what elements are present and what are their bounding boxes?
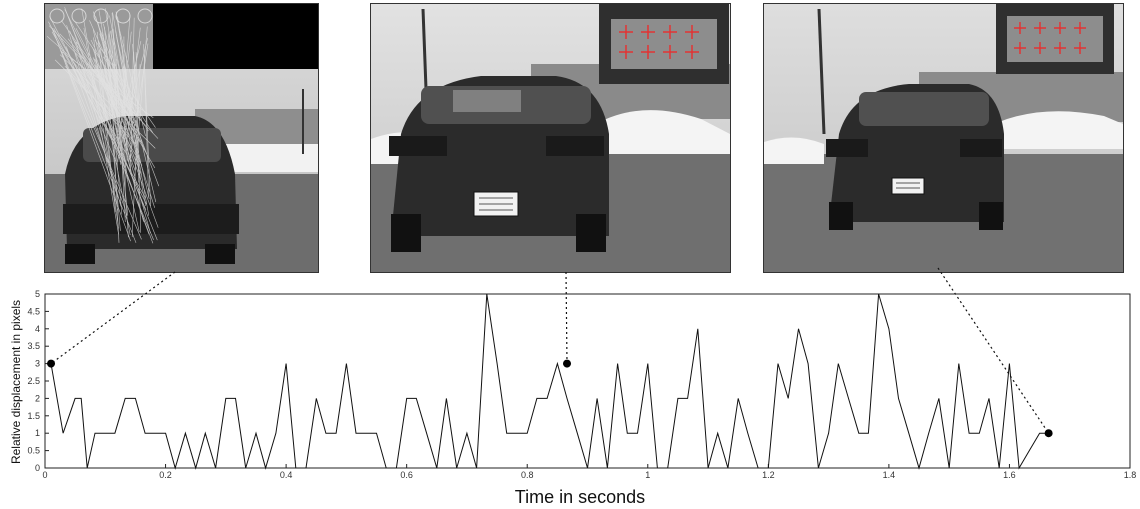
tracking-markers xyxy=(619,25,699,59)
y-tick-label: 3.5 xyxy=(27,341,40,351)
y-tick-label: 2.5 xyxy=(27,376,40,386)
x-tick-label: 0 xyxy=(42,470,47,480)
x-tick-label: 1 xyxy=(645,470,650,480)
highlighted-point xyxy=(563,359,572,368)
x-tick-label: 0.6 xyxy=(400,470,413,480)
y-tick-label: 4.5 xyxy=(27,306,40,316)
y-tick-label: 1 xyxy=(35,428,40,438)
y-tick-label: 2 xyxy=(35,393,40,403)
series-line xyxy=(50,293,1049,470)
frame-3-scene xyxy=(764,4,1123,272)
x-tick-label: 0.8 xyxy=(521,470,534,480)
y-tick-label: 4 xyxy=(35,324,40,334)
video-frame-2 xyxy=(370,3,731,273)
x-tick-label: 0.4 xyxy=(280,470,293,480)
highlighted-point xyxy=(47,359,56,368)
blank-region xyxy=(153,4,318,69)
frame-connector xyxy=(50,271,176,365)
y-tick-label: 0.5 xyxy=(27,446,40,456)
y-tick-label: 1.5 xyxy=(27,411,40,421)
video-frame-3 xyxy=(763,3,1124,273)
highlighted-points xyxy=(47,359,1053,438)
x-tick-label: 1.8 xyxy=(1124,470,1137,480)
snow-bank xyxy=(220,144,318,172)
y-tick-label: 3 xyxy=(35,359,40,369)
feature-match-inset xyxy=(45,4,153,69)
frame-2-scene xyxy=(371,4,730,272)
y-tick-label: 5 xyxy=(35,289,40,299)
frame-1-scene xyxy=(45,4,318,272)
tracking-markers xyxy=(1014,22,1086,54)
frame-connector xyxy=(565,271,568,364)
y-axis-ticks: 0 0.5 1 1.5 2 2.5 3 3.5 4 4.5 5 xyxy=(27,289,49,473)
license-plate xyxy=(891,177,925,195)
snow-bank-right xyxy=(999,111,1123,149)
car-rear-window xyxy=(859,92,989,126)
x-tick-label: 1.6 xyxy=(1003,470,1016,480)
snow-bank-left xyxy=(764,137,824,164)
video-frame-1 xyxy=(44,3,319,273)
highlighted-point xyxy=(1044,429,1053,438)
feature-match-lines xyxy=(46,7,160,244)
frame-connectors xyxy=(50,267,1050,434)
snow-bank-right xyxy=(596,110,730,154)
y-axis-label: Relative displacement in pixels xyxy=(9,300,23,464)
frame-connector xyxy=(937,267,1050,434)
x-tick-label: 0.2 xyxy=(159,470,172,480)
x-axis-label: Time in seconds xyxy=(515,487,645,507)
y-tick-label: 0 xyxy=(35,463,40,473)
x-axis-ticks: 0 0.2 0.4 0.6 0.8 1 1.2 1.4 1.6 1.8 xyxy=(42,464,1136,480)
x-tick-label: 1.4 xyxy=(883,470,896,480)
x-tick-label: 1.2 xyxy=(762,470,775,480)
